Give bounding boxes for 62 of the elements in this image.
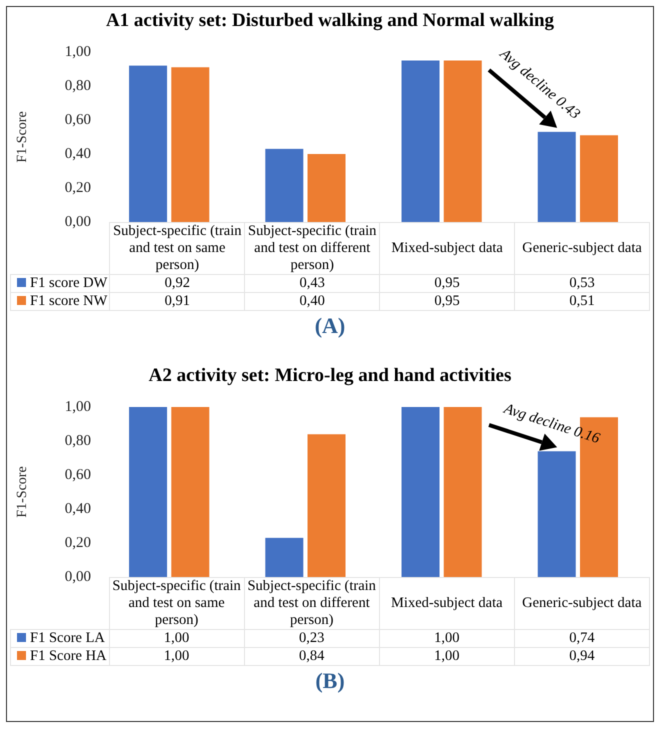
data-label: 0,95	[380, 274, 515, 292]
legend-label: F1 Score HA	[10, 648, 110, 666]
data-label: 0,51	[514, 292, 650, 310]
chart-title: A1 activity set: Disturbed walking and Normal walking	[104, 9, 556, 33]
data-label: 1,00	[379, 648, 514, 666]
annotation: Avg decline 0.16	[501, 401, 602, 448]
y-tick-label: 0,40	[64, 500, 92, 517]
bar	[308, 154, 346, 222]
y-tick-label: 0,20	[64, 534, 92, 551]
y-tick-label: 1,00	[64, 398, 92, 415]
data-label: 0,91	[110, 292, 245, 310]
bar	[308, 434, 346, 577]
y-tick-label: 0,20	[64, 180, 92, 196]
data-label: 0,43	[244, 274, 380, 292]
data-label: 0,84	[244, 648, 380, 666]
x-tick-label: Generic-subject data	[514, 578, 650, 630]
legend-label: F1 score DW	[10, 274, 110, 292]
data-label: 0,53	[514, 274, 650, 292]
y-tick-label: 0,60	[64, 112, 92, 128]
x-tick-label: Subject-specific (train and test on same person)	[109, 578, 244, 630]
text: (B)	[314, 668, 346, 694]
data-label: 0,92	[110, 274, 245, 292]
legend-label: F1 score NW	[10, 292, 110, 310]
y-axis-title: F1-Score	[15, 466, 30, 518]
bar	[538, 451, 576, 577]
data-label: 1,00	[109, 648, 244, 666]
x-tick-label: Subject-specific (train and test on different person)	[244, 222, 380, 274]
bar	[444, 60, 482, 222]
bar	[444, 407, 482, 577]
x-tick-label: Mixed-subject data	[379, 578, 514, 630]
data-label: 0,94	[514, 648, 650, 666]
text: (A)	[314, 313, 346, 339]
data-label: 0,40	[244, 292, 380, 310]
y-tick-label: 0,40	[64, 146, 92, 162]
y-tick-label: 0,80	[64, 78, 92, 94]
bar	[265, 148, 304, 222]
x-tick-label: Subject-specific (train and test on same person)	[110, 222, 245, 274]
x-tick-label: Mixed-subject data	[380, 222, 515, 274]
data-label: 1,00	[109, 630, 244, 648]
bar	[129, 66, 168, 222]
bar	[538, 132, 576, 222]
y-tick-label: 0,00	[64, 214, 92, 230]
data-label: 0,95	[380, 292, 515, 310]
y-tick-label: 0,60	[64, 466, 92, 483]
legend-label: F1 Score LA	[10, 630, 110, 648]
bar	[580, 135, 618, 222]
x-tick-label: Generic-subject data	[514, 222, 650, 274]
y-axis-title: F1-Score	[15, 111, 30, 163]
bar	[129, 407, 168, 577]
bar	[402, 407, 440, 577]
data-label: 0,23	[244, 630, 380, 648]
bar	[402, 60, 440, 222]
x-tick-label: Subject-specific (train and test on different person)	[244, 578, 380, 630]
y-tick-label: 0,00	[64, 568, 92, 585]
y-tick-label: 0,80	[64, 432, 92, 449]
chart-title: A2 activity set: Micro-leg and hand activities	[148, 364, 512, 388]
y-tick-label: 1,00	[64, 44, 92, 60]
bar	[171, 67, 210, 222]
bar	[171, 407, 210, 577]
bar	[265, 538, 304, 577]
data-label: 1,00	[379, 630, 514, 648]
data-label: 0,74	[514, 630, 650, 648]
